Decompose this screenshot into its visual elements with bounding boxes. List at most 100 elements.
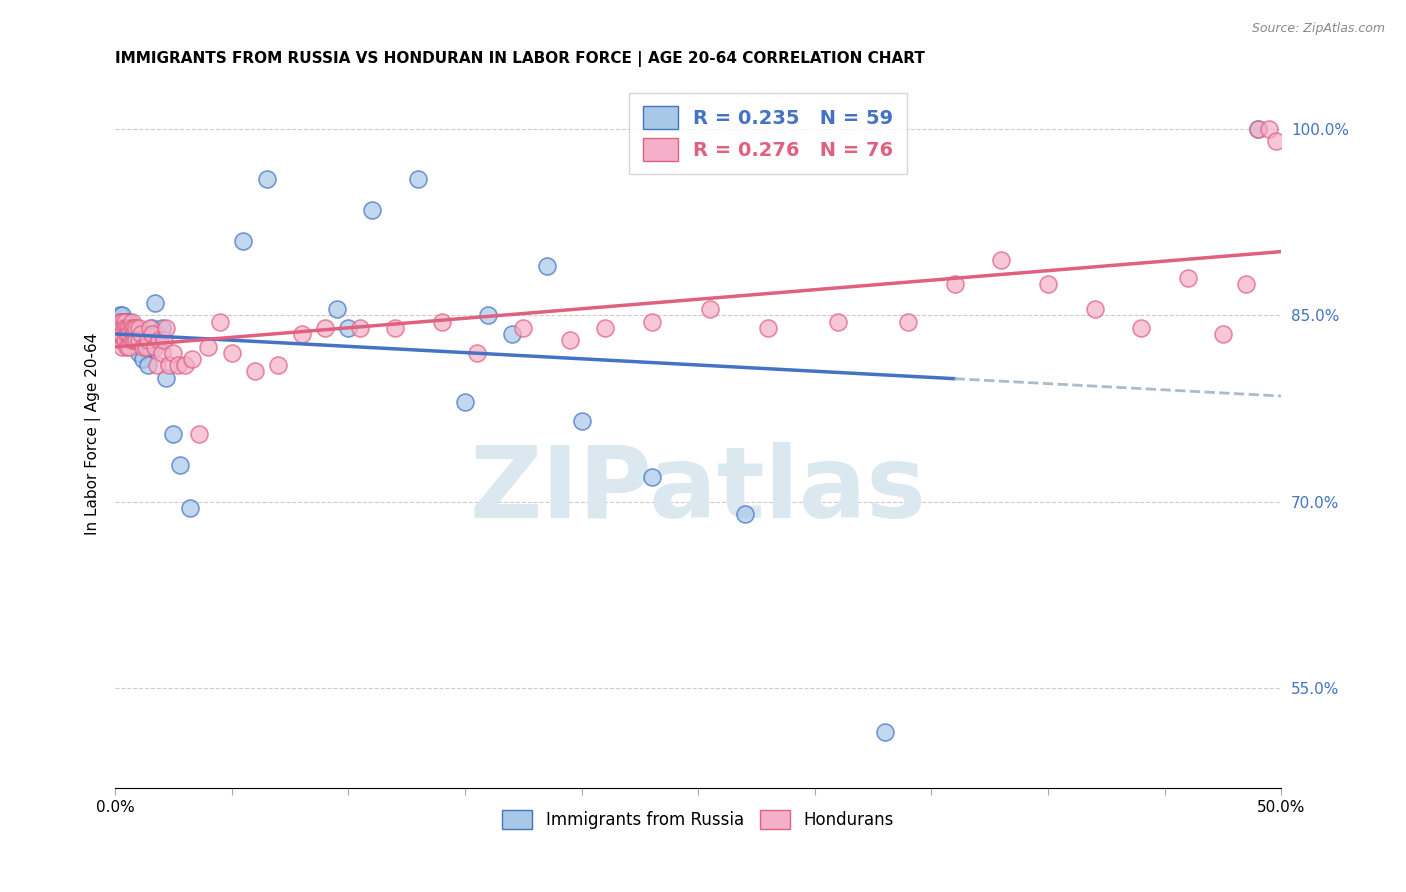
Point <box>129 327 152 342</box>
Point <box>121 334 143 348</box>
Point <box>121 315 143 329</box>
Point <box>108 315 131 329</box>
Point <box>756 321 779 335</box>
Point <box>360 202 382 217</box>
Point <box>349 321 371 335</box>
Point <box>148 334 170 348</box>
Point <box>115 327 138 342</box>
Point <box>153 334 176 348</box>
Point <box>118 340 141 354</box>
Point <box>139 340 162 354</box>
Point <box>111 327 134 342</box>
Point <box>146 327 169 342</box>
Point <box>256 171 278 186</box>
Point <box>139 321 162 335</box>
Point <box>167 358 190 372</box>
Point <box>118 321 141 335</box>
Point <box>150 321 173 335</box>
Point <box>179 501 201 516</box>
Point <box>115 321 138 335</box>
Point <box>734 508 756 522</box>
Point <box>115 321 138 335</box>
Point <box>121 321 143 335</box>
Point <box>143 296 166 310</box>
Point <box>1265 135 1288 149</box>
Point <box>943 277 966 292</box>
Point <box>593 321 616 335</box>
Point <box>169 458 191 472</box>
Point <box>136 358 159 372</box>
Point <box>111 315 134 329</box>
Point <box>108 309 131 323</box>
Point <box>114 321 136 335</box>
Point <box>990 252 1012 267</box>
Point <box>111 321 134 335</box>
Point <box>155 321 177 335</box>
Point <box>114 334 136 348</box>
Point <box>162 426 184 441</box>
Point <box>122 327 145 342</box>
Point <box>267 358 290 372</box>
Point <box>1258 122 1281 136</box>
Point <box>162 345 184 359</box>
Point <box>174 358 197 372</box>
Point <box>114 334 136 348</box>
Point <box>122 327 145 342</box>
Point <box>384 321 406 335</box>
Point <box>122 321 145 335</box>
Point <box>111 340 134 354</box>
Point <box>640 470 662 484</box>
Point <box>128 334 150 348</box>
Point <box>325 302 347 317</box>
Point <box>125 334 148 348</box>
Point <box>107 321 129 335</box>
Point <box>108 334 131 348</box>
Point <box>243 364 266 378</box>
Point <box>108 327 131 342</box>
Point <box>107 321 129 335</box>
Point <box>115 334 138 348</box>
Point <box>143 340 166 354</box>
Point <box>571 414 593 428</box>
Point <box>128 345 150 359</box>
Point <box>337 321 360 335</box>
Point <box>291 327 314 342</box>
Point <box>146 358 169 372</box>
Point <box>536 259 558 273</box>
Point <box>132 340 155 354</box>
Point <box>1212 327 1234 342</box>
Point <box>1130 321 1153 335</box>
Point <box>118 321 141 335</box>
Point <box>155 370 177 384</box>
Point <box>501 327 523 342</box>
Point <box>1036 277 1059 292</box>
Point <box>465 345 488 359</box>
Point <box>128 334 150 348</box>
Point <box>118 315 141 329</box>
Point <box>141 327 163 342</box>
Point <box>122 321 145 335</box>
Point <box>122 334 145 348</box>
Point <box>430 315 453 329</box>
Point <box>181 351 204 366</box>
Point <box>125 321 148 335</box>
Point <box>107 327 129 342</box>
Point <box>150 345 173 359</box>
Point <box>827 315 849 329</box>
Point <box>107 315 129 329</box>
Point <box>1083 302 1105 317</box>
Point <box>141 321 163 335</box>
Point <box>111 315 134 329</box>
Point <box>111 327 134 342</box>
Point <box>477 309 499 323</box>
Point <box>108 315 131 329</box>
Point <box>107 327 129 342</box>
Point <box>209 315 232 329</box>
Point <box>408 171 430 186</box>
Point <box>114 327 136 342</box>
Point <box>134 340 156 354</box>
Y-axis label: In Labor Force | Age 20-64: In Labor Force | Age 20-64 <box>86 333 101 534</box>
Point <box>1177 271 1199 285</box>
Point <box>125 321 148 335</box>
Legend: R = 0.235   N = 59, R = 0.276   N = 76: R = 0.235 N = 59, R = 0.276 N = 76 <box>628 93 907 175</box>
